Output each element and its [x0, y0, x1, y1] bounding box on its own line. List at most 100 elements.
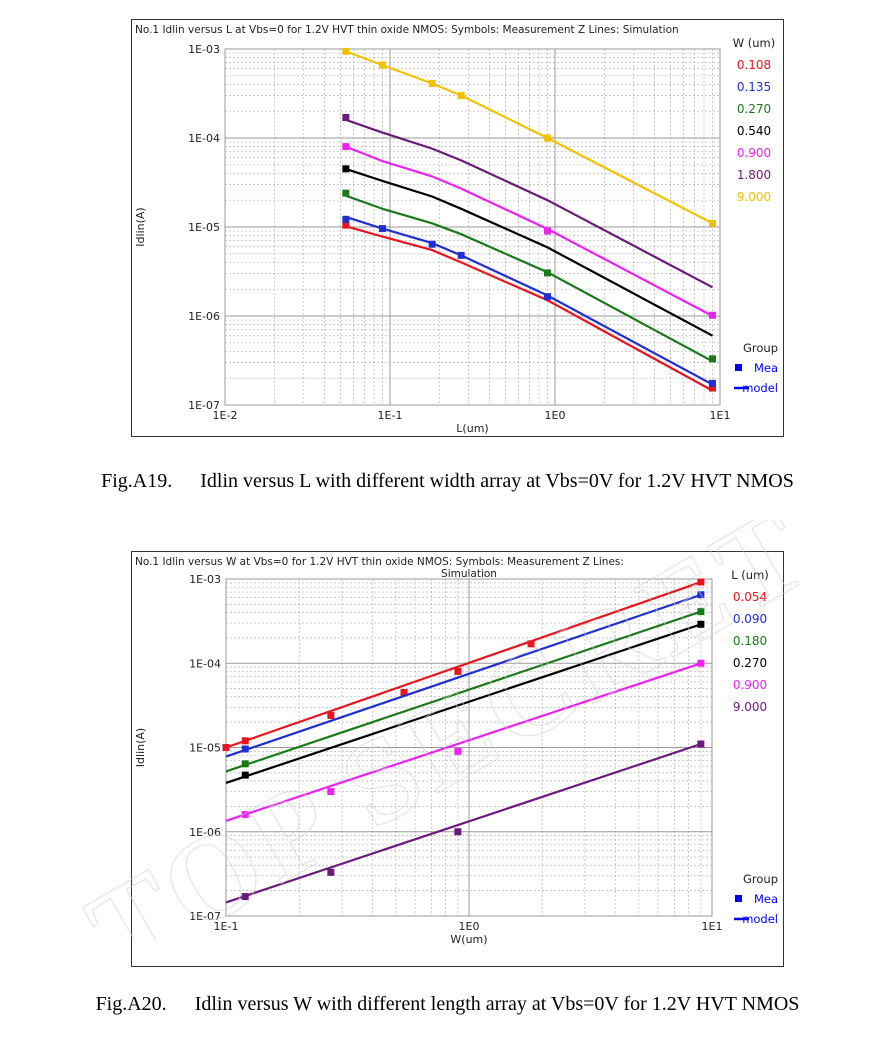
caption-a20-number: Fig.A20. — [95, 993, 167, 1015]
y-axis-label: Idlin(A) — [134, 207, 147, 246]
data-point-marker — [222, 744, 230, 751]
data-point-marker — [327, 868, 335, 876]
data-point-marker — [428, 240, 436, 248]
data-point-marker — [241, 771, 249, 779]
legend-entry: 1.800 — [737, 168, 771, 182]
group-title: Group — [743, 872, 778, 886]
legend-entry: 0.090 — [733, 612, 767, 626]
chart-a20: No.1 Idlin versus W at Vbs=0 for 1.2V HV… — [131, 551, 784, 967]
grid — [226, 579, 712, 916]
series-line — [345, 194, 714, 363]
y-axis-label: Idlin(A) — [134, 728, 147, 767]
y-tick-label: 1E-03 — [188, 43, 220, 56]
series-line — [345, 215, 714, 386]
y-tick-label: 1E-04 — [188, 132, 220, 145]
data-point-marker — [454, 828, 462, 836]
y-tick-label: 1E-05 — [188, 221, 220, 234]
series-line — [225, 742, 702, 904]
group-legend: Group Mea model — [734, 341, 778, 395]
data-point-marker — [708, 379, 716, 387]
series-line — [225, 623, 702, 784]
group-marker-icon — [735, 364, 742, 371]
chart-title-line2: Simulation — [441, 568, 497, 580]
data-point-marker — [457, 92, 465, 100]
series-line — [345, 118, 714, 289]
legend-title: W (um) — [733, 36, 776, 50]
series-line — [225, 610, 702, 773]
data-point-marker — [697, 591, 705, 599]
data-point-marker — [378, 225, 386, 233]
data-point-marker — [697, 740, 705, 748]
data-point-marker — [697, 608, 705, 616]
legend-entry: 0.108 — [737, 58, 771, 72]
legend-entry: 0.180 — [733, 634, 767, 648]
data-point-marker — [428, 79, 436, 87]
caption-a19: Fig.A19. Idlin versus L with different wi… — [0, 470, 895, 493]
series-1.800 — [342, 113, 714, 289]
data-point-marker — [342, 47, 350, 55]
legend-entry: 0.270 — [733, 656, 767, 670]
data-point-marker — [342, 143, 350, 151]
data-point-marker — [342, 221, 350, 229]
group-title: Group — [743, 341, 778, 355]
group-marker-icon — [735, 895, 742, 902]
x-axis-label: W(um) — [450, 933, 487, 946]
data-point-marker — [708, 219, 716, 227]
x-axis-label: L(um) — [456, 422, 488, 435]
series-0.108 — [342, 221, 716, 392]
data-point-marker — [527, 640, 535, 648]
series-line — [225, 581, 702, 749]
data-point-marker — [708, 384, 716, 392]
data-point-marker — [342, 189, 350, 197]
series-line — [345, 167, 714, 337]
legend: W (um) 0.108 0.135 0.270 0.540 0.900 1.800 9.00… — [733, 36, 776, 204]
legend-entry: 0.135 — [737, 80, 771, 94]
y-tick-label: 1E-04 — [189, 657, 221, 670]
series-0.135 — [342, 215, 716, 387]
group-item-label: Mea — [754, 361, 778, 375]
data-point-marker — [543, 134, 551, 142]
data-point-marker — [241, 760, 249, 768]
data-point-marker — [327, 711, 335, 719]
data-point-marker — [454, 747, 462, 755]
series-0.054 — [222, 578, 705, 751]
chart-a19: No.1 Idlin versus L at Vbs=0 for 1.2V HV… — [131, 19, 784, 437]
series-0.540 — [342, 165, 714, 337]
data-point-marker — [241, 745, 249, 753]
series-line — [345, 145, 714, 317]
data-point-marker — [400, 688, 408, 696]
data-point-marker — [697, 578, 705, 586]
legend: L (um) 0.054 0.090 0.180 0.270 0.900 9.000 — [731, 568, 769, 714]
data-point-marker — [241, 737, 249, 745]
x-tick-label: 1E0 — [545, 409, 566, 422]
data-point-marker — [327, 788, 335, 796]
legend-entry: 0.900 — [733, 678, 767, 692]
data-point-marker — [543, 269, 551, 277]
data-point-marker — [454, 667, 462, 675]
y-tick-label: 1E-06 — [188, 310, 220, 323]
x-tick-label: 1E-2 — [213, 409, 238, 422]
caption-a20-text: Idlin versus W with different length arr… — [194, 993, 800, 1015]
series-0.270 — [342, 189, 716, 363]
data-point-marker — [543, 227, 551, 235]
series-line — [345, 225, 714, 392]
chart-title: No.1 Idlin versus L at Vbs=0 for 1.2V HV… — [135, 24, 679, 36]
group-item-label: Mea — [754, 892, 778, 906]
legend-entry: 0.270 — [737, 102, 771, 116]
x-tick-label: 1E0 — [459, 920, 480, 933]
data-point-marker — [708, 355, 716, 363]
group-item-label: model — [742, 381, 778, 395]
series-0.180 — [225, 608, 705, 773]
data-point-marker — [241, 811, 249, 819]
legend-entry: 9.000 — [733, 700, 767, 714]
data-point-marker — [543, 293, 551, 301]
chart-a20-svg: No.1 Idlin versus W at Vbs=0 for 1.2V HV… — [134, 556, 778, 946]
caption-a19-number: Fig.A19. — [101, 470, 173, 492]
legend-entry: 0.054 — [733, 590, 767, 604]
chart-title: No.1 Idlin versus W at Vbs=0 for 1.2V HV… — [135, 556, 624, 568]
legend-entry: 0.540 — [737, 124, 771, 138]
legend-title: L (um) — [731, 568, 769, 582]
data-point-marker — [697, 620, 705, 628]
caption-a20: Fig.A20. Idlin versus W with different le… — [0, 993, 895, 1016]
data-point-marker — [697, 659, 705, 667]
